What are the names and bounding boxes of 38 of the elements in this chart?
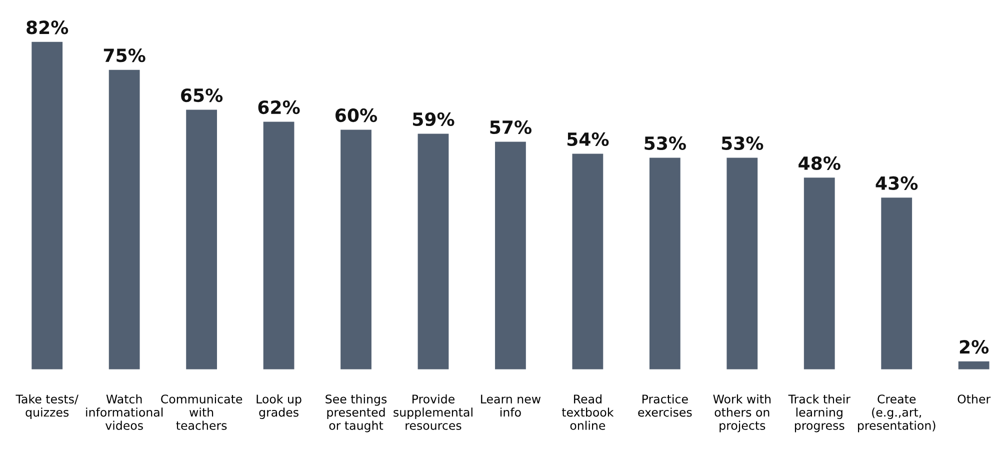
x-tick-label: Take tests/ quizzes bbox=[16, 394, 78, 420]
x-tick-label: Provide supplemental resources bbox=[394, 394, 472, 430]
x-tick-label: Look up grades bbox=[256, 394, 302, 420]
bar bbox=[726, 158, 758, 370]
data-label: 62% bbox=[258, 100, 300, 114]
bar bbox=[958, 361, 990, 370]
x-tick-label: See things presented or taught bbox=[326, 394, 387, 432]
data-label: 60% bbox=[336, 108, 378, 122]
data-label: 48% bbox=[798, 156, 840, 170]
bar bbox=[804, 178, 835, 370]
x-tick-label: Practice exercises bbox=[638, 394, 692, 417]
data-label: 82% bbox=[26, 20, 68, 34]
x-tick-label: Other bbox=[958, 394, 991, 404]
x-tick-label: Read textbook online bbox=[562, 394, 614, 430]
data-label: 54% bbox=[567, 132, 609, 146]
bar bbox=[881, 198, 912, 370]
bar bbox=[418, 134, 449, 370]
x-tick-label: Communicate with teachers bbox=[161, 394, 242, 430]
bar bbox=[263, 122, 294, 370]
data-label: 59% bbox=[413, 112, 454, 126]
bar bbox=[32, 42, 63, 370]
data-label: 53% bbox=[644, 136, 686, 150]
bar bbox=[649, 158, 680, 370]
bar bbox=[495, 142, 526, 370]
data-label: 43% bbox=[876, 176, 918, 190]
bar bbox=[340, 130, 372, 370]
data-label: 65% bbox=[181, 88, 223, 102]
bar bbox=[572, 154, 604, 370]
data-label: 2% bbox=[960, 340, 989, 354]
bar bbox=[108, 70, 140, 370]
bar bbox=[186, 110, 217, 370]
data-label: 53% bbox=[722, 136, 764, 150]
data-label: 57% bbox=[490, 120, 532, 134]
data-label: 75% bbox=[104, 48, 146, 62]
x-tick-label: Create (e.g.,art, presentation) bbox=[858, 394, 936, 432]
x-tick-label: Track their learning progress bbox=[788, 394, 850, 432]
x-tick-label: Learn new info bbox=[481, 394, 541, 417]
x-tick-label: Work with others on projects bbox=[713, 394, 770, 432]
